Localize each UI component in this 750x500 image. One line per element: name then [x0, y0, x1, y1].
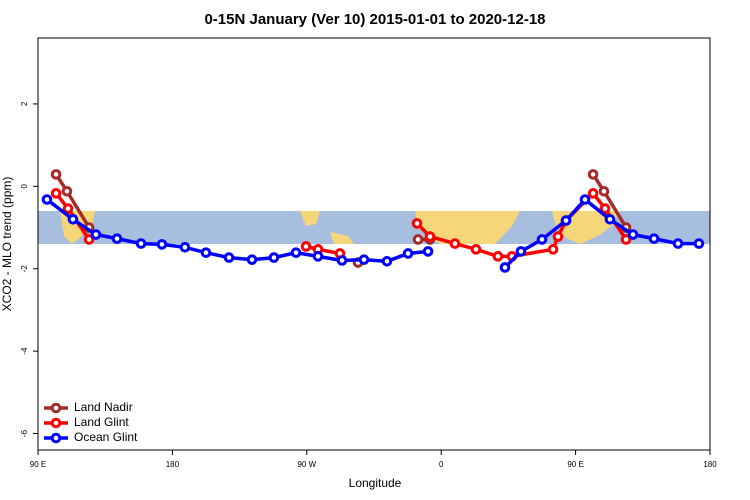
point	[579, 194, 591, 205]
point	[492, 251, 504, 262]
point	[598, 185, 610, 197]
point	[515, 246, 527, 257]
y-tick-label: 0	[20, 184, 29, 189]
point	[424, 231, 436, 242]
legend-marker	[50, 417, 62, 429]
legend-label: Land Nadir	[74, 400, 133, 414]
point	[599, 203, 611, 214]
point	[552, 231, 564, 242]
point	[179, 241, 191, 253]
point	[536, 234, 548, 245]
point	[422, 246, 434, 257]
point	[604, 213, 616, 225]
x-tick-label: 90 W	[297, 460, 316, 469]
point	[61, 185, 73, 197]
x-tick-label: 90 E	[30, 460, 46, 469]
land	[300, 211, 320, 226]
point	[470, 244, 482, 255]
point	[312, 251, 324, 262]
plot-frame	[37, 37, 711, 451]
point	[449, 238, 461, 249]
point	[290, 247, 302, 258]
point	[90, 229, 102, 240]
point	[499, 262, 511, 273]
point	[268, 252, 280, 263]
y-tick-label: -2	[20, 265, 29, 273]
legend-label: Land Glint	[74, 415, 129, 429]
x-tick-label: 0	[439, 460, 444, 469]
point	[135, 238, 147, 249]
point	[648, 233, 660, 244]
chart-title: 0-15N January (Ver 10) 2015-01-01 to 202…	[204, 11, 545, 28]
point	[587, 169, 599, 180]
point	[156, 239, 168, 250]
point	[402, 248, 414, 259]
point	[381, 256, 393, 267]
y-tick-label: -6	[20, 429, 29, 437]
point	[412, 234, 424, 245]
point	[336, 255, 348, 266]
point	[41, 194, 53, 205]
y-tick-label: -4	[20, 347, 29, 355]
point	[200, 247, 212, 258]
point	[620, 234, 632, 245]
point	[560, 215, 572, 226]
point	[50, 188, 62, 199]
point	[67, 213, 79, 225]
point	[246, 254, 258, 265]
point	[547, 244, 559, 255]
map-band	[38, 211, 710, 244]
point	[50, 169, 62, 180]
point	[62, 203, 74, 214]
point	[300, 241, 312, 252]
y-axis-label: XCO2 - MLO trend (ppm)	[0, 177, 14, 312]
point	[83, 234, 95, 245]
x-tick-label: 90 E	[567, 460, 583, 469]
x-axis-label: Longitude	[349, 476, 402, 490]
point	[358, 254, 370, 265]
x-tick-label: 180	[703, 460, 717, 469]
legend-label: Ocean Glint	[74, 430, 138, 444]
point	[411, 218, 423, 229]
land	[415, 211, 520, 244]
point	[672, 238, 684, 249]
point	[223, 252, 235, 263]
legend-marker	[50, 432, 62, 444]
land	[330, 232, 354, 244]
y-tick-label: 2	[20, 101, 29, 106]
x-tick-label: 180	[166, 460, 180, 469]
point	[693, 238, 705, 249]
legend-marker	[50, 402, 62, 414]
point	[111, 233, 123, 244]
point	[627, 229, 639, 240]
point	[587, 188, 599, 199]
